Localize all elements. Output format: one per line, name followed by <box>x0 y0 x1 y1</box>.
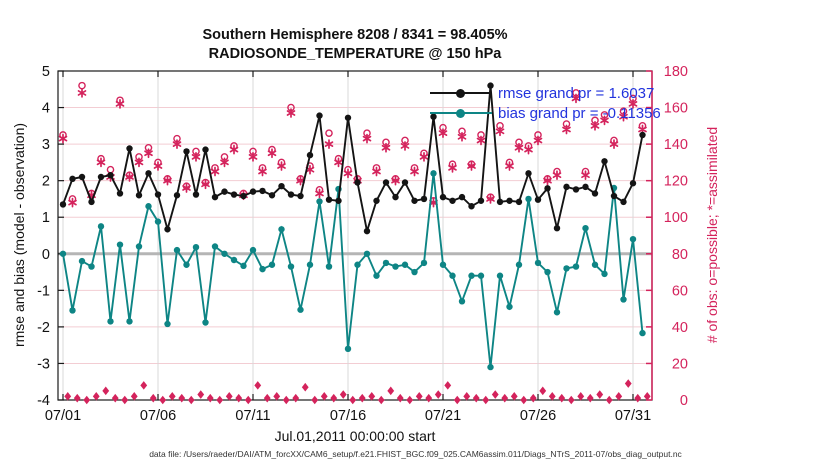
bias-points <box>59 170 646 371</box>
left-tick-label: -4 <box>37 393 50 409</box>
right-tick-label: 160 <box>664 101 688 117</box>
right-tick-label: 180 <box>664 64 688 80</box>
tick-labels: -4 -3 -2 -1 0 1 2 3 4 5 0 20 40 60 80 100 120 140 160 180 07… <box>37 64 688 424</box>
x-tick-label: 07/26 <box>520 408 556 424</box>
left-tick-label: 0 <box>42 247 50 263</box>
chart-title: Southern Hemisphere 8208 / 8341 = 98.405… <box>202 27 508 43</box>
tick-marks <box>58 70 652 401</box>
bias-legend-swatch <box>430 108 492 117</box>
right-tick-label: 60 <box>672 283 688 299</box>
x-tick-label: 07/11 <box>235 408 270 424</box>
data-file-caption: data file: /Users/raeder/DAI/ATM_forcXX/… <box>149 449 682 459</box>
left-tick-label: 3 <box>42 137 50 153</box>
x-axis-label: Jul.01,2011 00:00:00 start <box>274 428 436 444</box>
left-tick-label: 5 <box>42 64 50 80</box>
left-tick-label: 4 <box>42 101 50 117</box>
x-tick-label: 07/01 <box>45 408 81 424</box>
obs-offtime-markers <box>64 379 651 405</box>
legend: rmse grand pr = 1.6037 bias grand pr = -… <box>430 83 661 123</box>
x-tick-label: 07/16 <box>330 408 366 424</box>
rmse-legend-label: rmse grand pr = 1.6037 <box>498 84 655 102</box>
right-tick-label: 80 <box>672 247 688 263</box>
rmse-legend-swatch <box>430 88 492 97</box>
right-tick-label: 100 <box>664 210 688 226</box>
left-tick-label: -3 <box>37 356 50 372</box>
left-axis-label: rmse and bias (model - observation) <box>11 122 27 348</box>
bias-line <box>62 173 644 368</box>
legend-row-rmse: rmse grand pr = 1.6037 <box>430 83 661 103</box>
left-tick-label: -1 <box>37 283 50 299</box>
x-tick-label: 07/06 <box>140 408 176 424</box>
legend-row-bias: bias grand pr = -0.11356 <box>430 103 661 123</box>
x-tick-label: 07/31 <box>615 408 651 424</box>
left-tick-label: -2 <box>37 320 50 336</box>
horizontal-gridlines <box>58 107 652 364</box>
rmse-points <box>59 82 646 235</box>
left-tick-label: 1 <box>42 210 50 226</box>
right-axis-label: # of obs: o=possible; *=assimilated <box>704 126 720 344</box>
right-tick-label: 0 <box>680 393 688 409</box>
right-tick-label: 40 <box>672 320 688 336</box>
chart-subtitle: RADIOSONDE_TEMPERATURE @ 150 hPa <box>208 46 502 62</box>
left-tick-label: 2 <box>42 174 50 190</box>
right-tick-label: 20 <box>672 356 688 372</box>
right-tick-label: 120 <box>664 174 688 190</box>
x-tick-label: 07/21 <box>425 408 461 424</box>
bias-legend-label: bias grand pr = -0.11356 <box>498 104 661 122</box>
right-tick-label: 140 <box>664 137 688 153</box>
